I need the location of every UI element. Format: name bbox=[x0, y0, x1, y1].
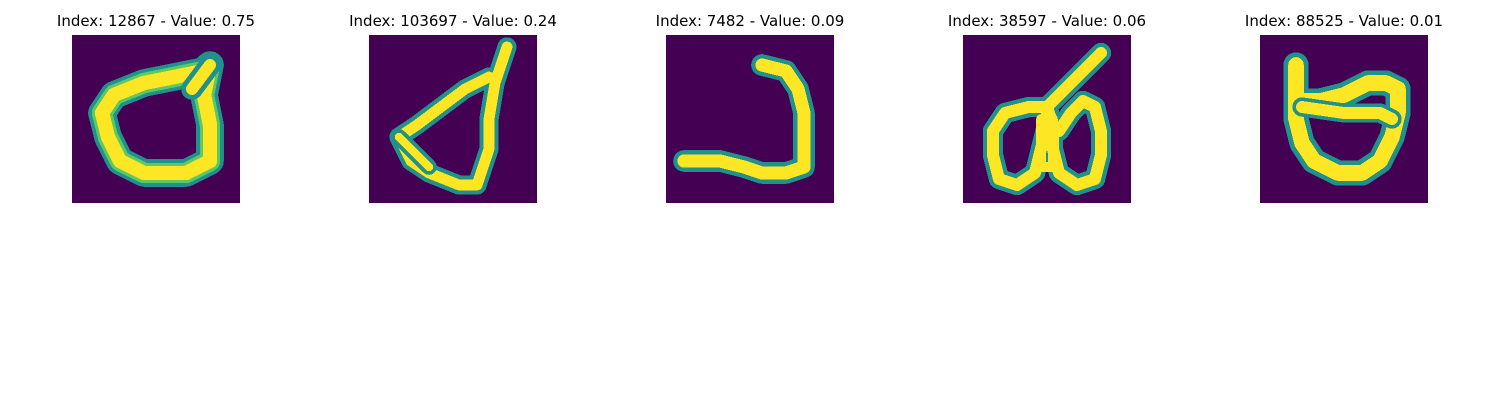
digit-image bbox=[369, 35, 537, 203]
digit-image bbox=[72, 35, 240, 203]
panel-title: Index: 103697 - Value: 0.24 bbox=[349, 12, 557, 30]
panel-title: Index: 38597 - Value: 0.06 bbox=[947, 12, 1147, 30]
image-panel-2: Index: 103697 - Value: 0.24 bbox=[313, 0, 593, 210]
panel-title: Index: 7482 - Value: 0.09 bbox=[655, 12, 845, 30]
panel-title: Index: 88525 - Value: 0.01 bbox=[1244, 12, 1444, 30]
image-panel-5: Index: 88525 - Value: 0.01 bbox=[1204, 0, 1484, 210]
panel-title: Index: 12867 - Value: 0.75 bbox=[56, 12, 256, 30]
image-panel-3: Index: 7482 - Value: 0.09 bbox=[610, 0, 890, 210]
digit-image bbox=[963, 35, 1131, 203]
image-panel-1: Index: 12867 - Value: 0.75 bbox=[16, 0, 296, 210]
image-panel-4: Index: 38597 - Value: 0.06 bbox=[907, 0, 1187, 210]
digit-image bbox=[666, 35, 834, 203]
digit-image bbox=[1260, 35, 1428, 203]
